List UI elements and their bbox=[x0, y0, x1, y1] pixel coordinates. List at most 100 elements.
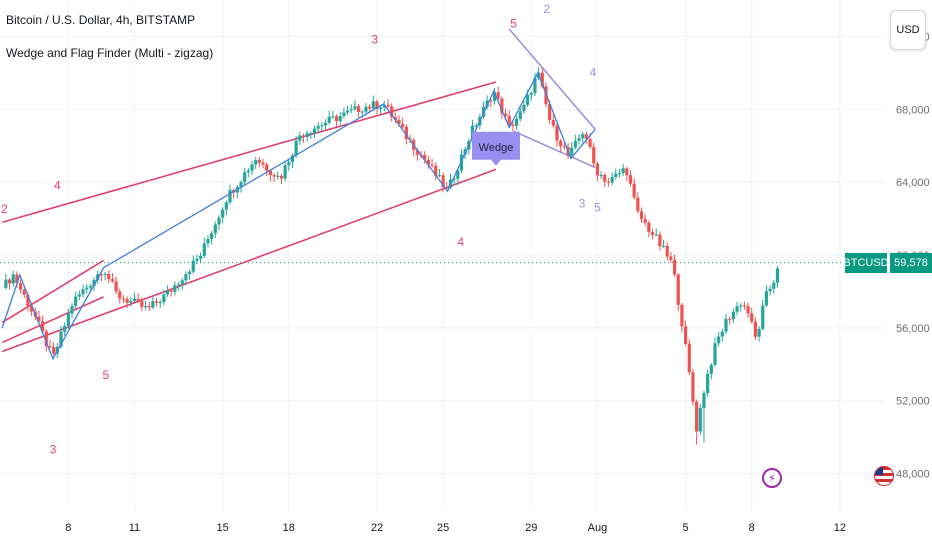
candle-body bbox=[41, 321, 45, 332]
candle-body bbox=[669, 256, 673, 260]
candle-body bbox=[610, 176, 614, 183]
candle-body bbox=[739, 305, 743, 307]
candle-body bbox=[386, 104, 390, 107]
x-tick-label: 5 bbox=[683, 522, 689, 534]
candle-body bbox=[81, 289, 85, 295]
candle-body bbox=[496, 92, 500, 99]
candle-body bbox=[511, 124, 515, 126]
rising-wedge-upper bbox=[1, 81, 497, 223]
candle-body bbox=[287, 162, 291, 166]
candle-body bbox=[356, 106, 361, 113]
candle-body bbox=[173, 285, 177, 292]
candle-body bbox=[720, 331, 724, 337]
candle-body bbox=[154, 301, 159, 303]
candle-body bbox=[121, 298, 126, 300]
candle-body bbox=[746, 306, 750, 314]
candle-body bbox=[401, 123, 405, 127]
candle-body bbox=[665, 245, 669, 257]
candle-body bbox=[74, 296, 78, 307]
candle-body bbox=[551, 119, 555, 126]
candle-body bbox=[195, 258, 199, 261]
candle-body bbox=[18, 283, 23, 290]
candle-body bbox=[654, 234, 658, 236]
candle-body bbox=[151, 301, 155, 308]
candle-body bbox=[702, 393, 706, 409]
indicator-title[interactable]: Wedge and Flag Finder (Multi - zigzag) bbox=[6, 46, 214, 60]
candle-body bbox=[691, 372, 695, 402]
candle-body bbox=[728, 319, 732, 321]
candle-body bbox=[584, 134, 588, 139]
candlestick-series bbox=[4, 66, 780, 445]
candle-body bbox=[742, 305, 746, 307]
candle-body bbox=[44, 331, 48, 347]
x-tick-label: 29 bbox=[525, 522, 537, 534]
candle-body bbox=[643, 219, 647, 223]
candle-body bbox=[713, 343, 717, 365]
y-tick-label: 56,000 bbox=[896, 323, 930, 335]
candle-body bbox=[243, 172, 247, 183]
current-symbol-tag: BTCUSD bbox=[843, 252, 889, 273]
candle-body bbox=[70, 306, 74, 314]
candle-body bbox=[158, 302, 162, 304]
candle-body bbox=[526, 94, 530, 105]
candle-body bbox=[99, 274, 104, 276]
candle-body bbox=[456, 170, 460, 179]
candle-body bbox=[261, 162, 265, 165]
chart-axes: 72,00068,00064,00060,00056,00052,00048,0… bbox=[0, 31, 930, 534]
candle-body bbox=[647, 222, 651, 232]
candle-body bbox=[595, 163, 600, 176]
candle-body bbox=[548, 104, 552, 120]
candle-body bbox=[503, 113, 508, 116]
candle-body bbox=[246, 170, 250, 173]
candle-body bbox=[698, 408, 702, 432]
candle-body bbox=[628, 175, 633, 184]
lightning-icon[interactable]: ⚡ bbox=[762, 468, 782, 488]
candle-body bbox=[268, 170, 273, 176]
candle-body bbox=[349, 109, 353, 111]
symbol-title: Bitcoin / U.S. Dollar, 4h, BITSTAMP bbox=[6, 13, 196, 27]
currency-button[interactable]: USD bbox=[890, 10, 926, 50]
candle-body bbox=[379, 107, 383, 109]
candle-body bbox=[695, 401, 699, 432]
candle-body bbox=[316, 125, 320, 129]
candle-body bbox=[393, 116, 397, 120]
candle-body bbox=[7, 279, 12, 284]
candle-body bbox=[650, 231, 655, 235]
candle-body bbox=[213, 224, 217, 234]
pattern-point-label: 4 bbox=[54, 178, 61, 192]
candle-body bbox=[617, 172, 622, 174]
candle-body bbox=[143, 306, 148, 308]
candle-body bbox=[683, 326, 688, 344]
us-flag-icon[interactable] bbox=[874, 466, 894, 486]
candle-body bbox=[254, 160, 258, 165]
candle-body bbox=[176, 284, 181, 286]
candle-body bbox=[375, 101, 379, 109]
candle-body bbox=[283, 165, 287, 179]
candle-body bbox=[187, 271, 192, 275]
zigzag-line bbox=[1, 71, 596, 361]
candle-body bbox=[588, 138, 592, 147]
candle-body bbox=[434, 165, 438, 176]
candle-body bbox=[140, 301, 144, 308]
candle-body bbox=[265, 164, 269, 171]
candle-body bbox=[452, 178, 456, 180]
pattern-point-label: 5 bbox=[594, 200, 601, 214]
candle-body bbox=[397, 119, 401, 124]
pattern-point-label: 4 bbox=[457, 235, 464, 249]
candle-body bbox=[66, 313, 70, 326]
pattern-point-label: 4 bbox=[590, 66, 597, 80]
x-tick-label: 18 bbox=[283, 522, 295, 534]
candle-body bbox=[592, 146, 596, 164]
candle-body bbox=[125, 298, 129, 303]
candle-body bbox=[162, 294, 166, 303]
candle-body bbox=[327, 116, 331, 123]
pattern-point-label: 2 bbox=[1, 202, 8, 216]
candle-body bbox=[426, 159, 431, 165]
pattern-point-label: 3 bbox=[50, 443, 57, 457]
current-price-tag: 59,578 bbox=[890, 252, 932, 273]
candle-body bbox=[368, 106, 372, 109]
candle-body bbox=[772, 282, 776, 289]
candle-body bbox=[680, 304, 684, 327]
